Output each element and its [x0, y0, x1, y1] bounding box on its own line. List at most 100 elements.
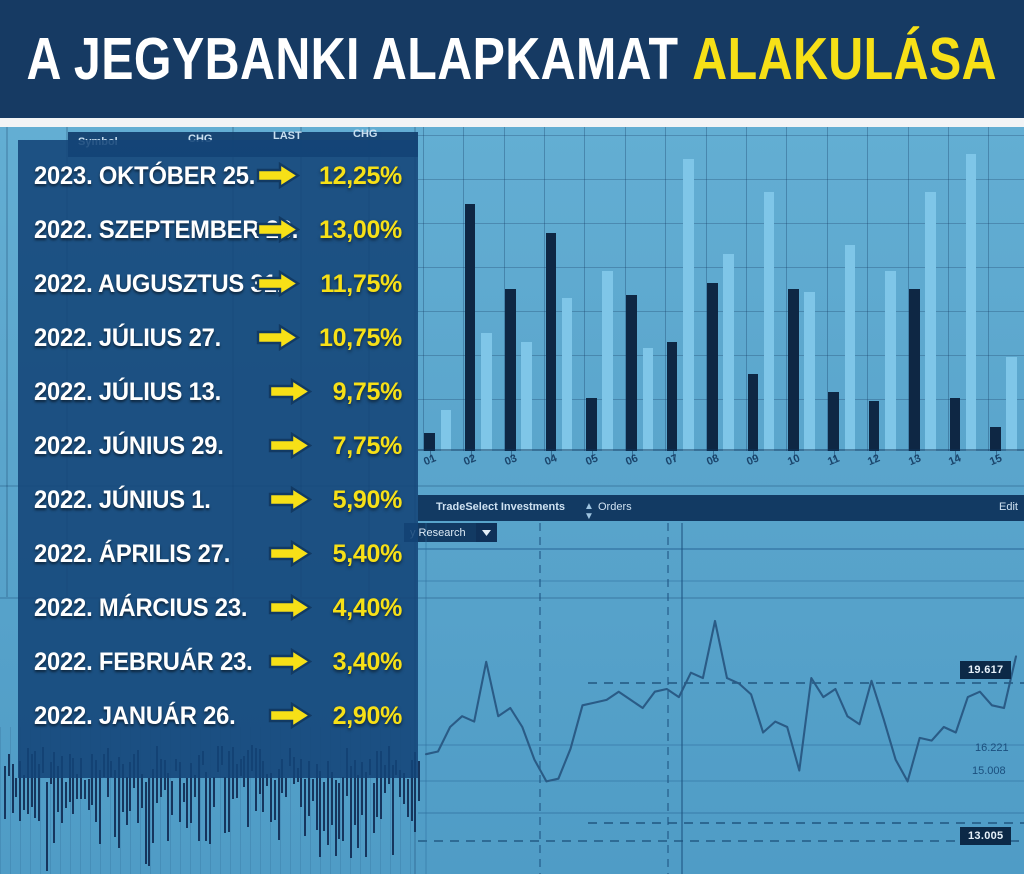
bar-chart-tick-label: 04	[543, 452, 560, 469]
rate-row-value: 12,25%	[319, 161, 402, 190]
rate-row: 2022. FEBRUÁR 23. 3,40%	[18, 640, 418, 684]
candle	[349, 766, 352, 858]
bar	[844, 244, 856, 451]
bar-chart-tick-label: 11	[826, 452, 842, 469]
bar	[788, 289, 799, 451]
line-chart	[418, 523, 1024, 874]
col-header-chg-2: CHG	[353, 128, 378, 140]
candle	[57, 765, 60, 813]
bar	[707, 283, 718, 451]
candle	[87, 778, 90, 811]
price-label-0: 19.617	[960, 661, 1012, 679]
rate-list-panel: 2023. OKTÓBER 25. 12,25% 2022. SZEPTEMBER …	[18, 140, 418, 778]
candle	[213, 776, 215, 808]
bar-chart-tick-label: 12	[866, 452, 883, 469]
candle	[365, 772, 367, 857]
bar	[666, 342, 678, 451]
candle	[410, 760, 413, 822]
bar	[545, 233, 557, 451]
candle	[167, 773, 170, 842]
rate-row: 2022. ÁPRILIS 27. 5,40%	[18, 532, 418, 576]
arrow-right-icon	[256, 215, 301, 248]
rate-row: 2022. MÁRCIUS 23. 4,40%	[18, 586, 418, 630]
candle	[137, 750, 139, 823]
candle	[95, 760, 98, 822]
bar	[626, 294, 637, 451]
candle	[228, 750, 231, 832]
rate-row-date: 2022. JÚLIUS 27.	[34, 323, 222, 352]
rate-row-value: 7,75%	[332, 431, 403, 460]
rate-row: 2022. JANUÁR 26. 2,90%	[18, 694, 418, 738]
bar-chart-bars	[418, 127, 1024, 451]
arrow-right-icon	[256, 323, 301, 356]
candle	[15, 778, 18, 797]
bar-chart-tick-label: 01	[422, 452, 438, 469]
candle	[26, 747, 29, 814]
bar-chart-tick-label: 06	[624, 452, 640, 469]
arrow-right-icon	[268, 485, 313, 518]
candle	[327, 760, 329, 846]
sort-updown-icon[interactable]: ▲ ▼	[584, 501, 594, 522]
price-label-3: 13.005	[960, 827, 1012, 845]
candle	[262, 760, 265, 812]
bar-chart-tick-label: 02	[462, 452, 479, 469]
rate-row-value: 5,90%	[332, 485, 403, 514]
candle	[125, 776, 128, 825]
bar	[885, 271, 896, 451]
candle	[315, 763, 318, 831]
rate-row-date: 2023. OKTÓBER 25.	[34, 161, 256, 190]
bar	[909, 289, 920, 451]
rate-row-date: 2022. JÚLIUS 13.	[34, 377, 222, 406]
candle	[304, 779, 307, 836]
bar	[440, 409, 452, 451]
title-white-part: A JEGYBANKI ALAPKAMAT	[26, 25, 679, 92]
rate-row-date: 2022. JÚNIUS 1.	[34, 485, 211, 514]
candle	[266, 773, 269, 787]
candle	[300, 759, 303, 808]
candle	[23, 774, 25, 810]
price-label-1: 16.221	[975, 742, 1009, 754]
bar	[965, 153, 977, 451]
rate-row: 2022. SZEPTEMBER 28. 13,00%	[18, 208, 418, 252]
rate-row-date: 2022. SZEPTEMBER 28.	[34, 215, 299, 244]
candle	[323, 781, 326, 832]
toolbar-orders-tab[interactable]: Orders	[598, 501, 632, 513]
bar	[763, 191, 775, 451]
rate-row: 2022. JÚLIUS 13. 9,75%	[18, 370, 418, 414]
bar	[424, 433, 435, 451]
chevron-down-icon[interactable]	[475, 523, 497, 542]
candle	[403, 773, 405, 805]
candle	[194, 775, 196, 798]
bar	[828, 392, 839, 451]
arrow-right-icon	[268, 377, 313, 410]
bar-chart-tick-label: 03	[502, 452, 519, 469]
candle	[80, 758, 82, 800]
candle	[357, 774, 360, 849]
candle	[342, 776, 345, 841]
rate-row: 2022. JÚNIUS 29. 7,75%	[18, 424, 418, 468]
candle	[190, 762, 193, 823]
bar	[925, 191, 936, 451]
research-dropdown[interactable]: y Research	[404, 523, 497, 542]
line-chart-svg	[418, 523, 1024, 874]
candle	[91, 753, 94, 805]
candle	[285, 778, 288, 797]
candle	[121, 763, 124, 812]
rate-row-value: 13,00%	[319, 215, 402, 244]
toolbar-edit-button[interactable]: Edit	[999, 501, 1018, 513]
bar	[586, 397, 597, 451]
bar	[949, 397, 961, 451]
candle	[254, 748, 257, 812]
bar	[723, 253, 734, 451]
candle	[372, 782, 375, 833]
candle	[4, 766, 6, 819]
candle	[118, 757, 120, 848]
candle	[19, 760, 22, 821]
candle	[311, 779, 314, 802]
candle	[99, 769, 101, 845]
rate-row: 2023. OKTÓBER 25. 12,25%	[18, 154, 418, 198]
header-banner: A JEGYBANKI ALAPKAMAT ALAKULÁSA	[0, 0, 1024, 118]
bar-chart-tick-label: 05	[583, 452, 600, 469]
candle	[152, 769, 155, 843]
candle	[171, 781, 174, 816]
